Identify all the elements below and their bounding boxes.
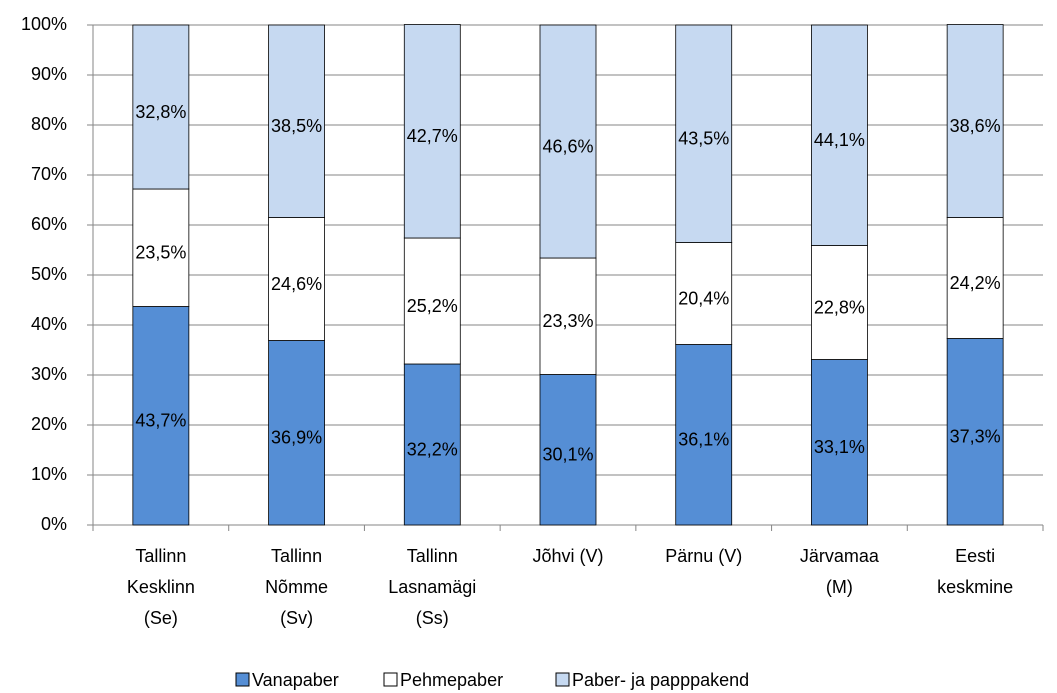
data-label: 37,3% — [950, 427, 1001, 447]
data-label: 22,8% — [814, 297, 865, 317]
y-tick-label: 60% — [31, 214, 67, 234]
data-label: 42,7% — [407, 126, 458, 146]
bar-segment — [539, 257, 597, 375]
bar-segment — [403, 24, 461, 239]
x-tick-label: Järvamaa — [800, 546, 880, 566]
bar-segment — [403, 237, 461, 365]
data-label: 23,3% — [542, 311, 593, 331]
bar-segment — [946, 24, 1004, 218]
data-label: 23,5% — [135, 243, 186, 263]
bar-segment — [675, 24, 733, 243]
y-tick-label: 90% — [31, 64, 67, 84]
x-tick-label: Lasnamägi — [388, 577, 476, 597]
x-tick-label: Nõmme — [265, 577, 328, 597]
data-label: 46,6% — [542, 136, 593, 156]
bar-segment — [268, 340, 325, 526]
data-label: 38,6% — [950, 116, 1001, 136]
data-label: 36,9% — [271, 428, 322, 448]
x-tick-label: Kesklinn — [127, 577, 195, 597]
bar-segment — [539, 374, 597, 526]
legend-label: Paber- ja papppakend — [572, 670, 749, 690]
bar-segment — [675, 242, 733, 345]
legend-label: Pehmepaber — [400, 670, 503, 690]
legend-swatch — [235, 672, 250, 687]
y-tick-label: 80% — [31, 114, 67, 134]
bar-segment — [946, 338, 1004, 526]
data-label: 25,2% — [407, 296, 458, 316]
x-tick-label: (Sv) — [280, 608, 313, 628]
x-tick-label: Pärnu (V) — [665, 546, 742, 566]
data-label: 24,2% — [950, 273, 1001, 293]
x-tick-label: Jõhvi (V) — [532, 546, 603, 566]
y-tick-label: 100% — [21, 14, 67, 34]
x-tick-label: (Se) — [144, 608, 178, 628]
bar-segment — [132, 306, 190, 526]
data-label: 36,1% — [678, 430, 729, 450]
bar-segment — [811, 359, 868, 526]
x-tick-label: Tallinn — [135, 546, 186, 566]
y-tick-label: 10% — [31, 464, 67, 484]
bar-segment — [268, 24, 325, 218]
bar-segment — [539, 24, 597, 259]
data-label: 38,5% — [271, 116, 322, 136]
bar-segment — [132, 24, 190, 190]
data-label: 43,7% — [135, 411, 186, 431]
data-label: 32,8% — [135, 102, 186, 122]
y-tick-label: 40% — [31, 314, 67, 334]
data-label: 24,6% — [271, 274, 322, 294]
x-tick-label: keskmine — [937, 577, 1013, 597]
y-tick-label: 20% — [31, 414, 67, 434]
y-tick-label: 30% — [31, 364, 67, 384]
data-label: 20,4% — [678, 288, 729, 308]
data-label: 33,1% — [814, 437, 865, 457]
x-tick-label: Tallinn — [271, 546, 322, 566]
bar-segment — [675, 344, 733, 526]
x-tick-label: Eesti — [955, 546, 995, 566]
y-tick-label: 50% — [31, 264, 67, 284]
data-label: 44,1% — [814, 130, 865, 150]
legend-swatch — [383, 672, 398, 687]
y-tick-label: 70% — [31, 164, 67, 184]
bar-segment — [132, 188, 190, 307]
bar-segment — [403, 363, 461, 526]
x-tick-label: Tallinn — [407, 546, 458, 566]
bar-segment — [811, 245, 868, 360]
x-tick-label: (M) — [826, 577, 853, 597]
legend-label: Vanapaber — [252, 670, 339, 690]
bar-segment — [946, 217, 1004, 339]
x-tick-label: (Ss) — [416, 608, 449, 628]
data-label: 32,2% — [407, 439, 458, 459]
data-label: 30,1% — [542, 445, 593, 465]
bar-segment — [811, 24, 868, 246]
legend-swatch — [555, 672, 570, 687]
y-tick-label: 0% — [41, 514, 67, 534]
bar-segment — [268, 217, 325, 341]
data-label: 43,5% — [678, 129, 729, 149]
